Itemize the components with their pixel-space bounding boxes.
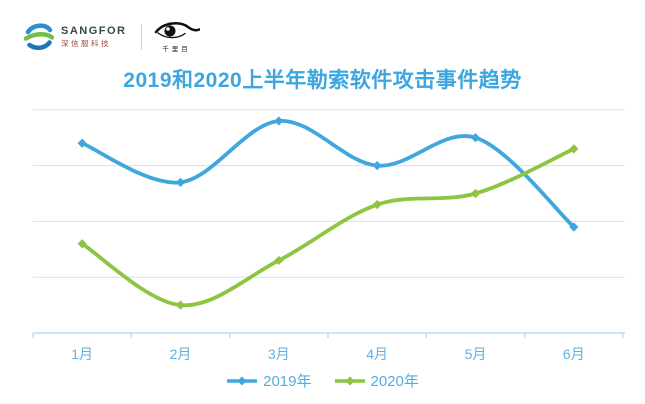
- x-axis-label-6月: 6月: [562, 346, 585, 362]
- series-line-2020年: [80, 146, 576, 308]
- partner-name: 千里目: [162, 46, 191, 53]
- series-marker-2020年: [175, 300, 186, 310]
- legend-item-2019年[interactable]: 2019年: [226, 370, 312, 391]
- eye-icon: [154, 22, 200, 39]
- sangfor-name: SANGFOR: [61, 25, 127, 37]
- sangfor-logo-text: SANGFOR 深信服科技: [61, 25, 127, 48]
- chart-legend: 2019年 2020年: [0, 370, 645, 391]
- series-marker-2019年: [372, 161, 382, 171]
- legend-label: 2019年: [263, 373, 312, 390]
- series-marker-2020年: [274, 255, 284, 266]
- chart-title: 2019和2020上半年勒索软件攻击事件趋势: [123, 69, 522, 92]
- series-marker-2019年: [175, 177, 186, 187]
- sangfor-subtitle: 深信服科技: [61, 39, 111, 48]
- x-axis-label-4月: 4月: [366, 346, 389, 362]
- series-marker-2019年: [470, 133, 481, 143]
- series-marker-2020年: [569, 144, 579, 154]
- series-marker-2019年: [274, 116, 284, 126]
- x-axis-label-3月: 3月: [267, 346, 290, 362]
- series-marker-2019年: [569, 222, 579, 232]
- legend-swatch-icon: [227, 376, 258, 385]
- series-marker-2020年: [77, 239, 87, 249]
- legend-swatch-icon: [334, 376, 365, 385]
- series-marker-2020年: [470, 188, 481, 199]
- legend-label: 2020年: [370, 373, 419, 390]
- sangfor-globe-icon: [24, 23, 54, 50]
- series-marker-2019年: [77, 138, 87, 148]
- partner-logo: 千里目: [154, 20, 200, 53]
- x-axis-label-1月: 1月: [71, 346, 94, 362]
- header-logos: SANGFOR 深信服科技 千里目: [24, 20, 200, 53]
- series-marker-2020年: [372, 200, 382, 210]
- x-axis-label-2月: 2月: [169, 346, 192, 362]
- series-line-2019年: [80, 119, 576, 229]
- x-axis-label-5月: 5月: [464, 346, 487, 362]
- legend-item-2020年[interactable]: 2020年: [334, 370, 419, 391]
- logo-divider: [140, 23, 142, 50]
